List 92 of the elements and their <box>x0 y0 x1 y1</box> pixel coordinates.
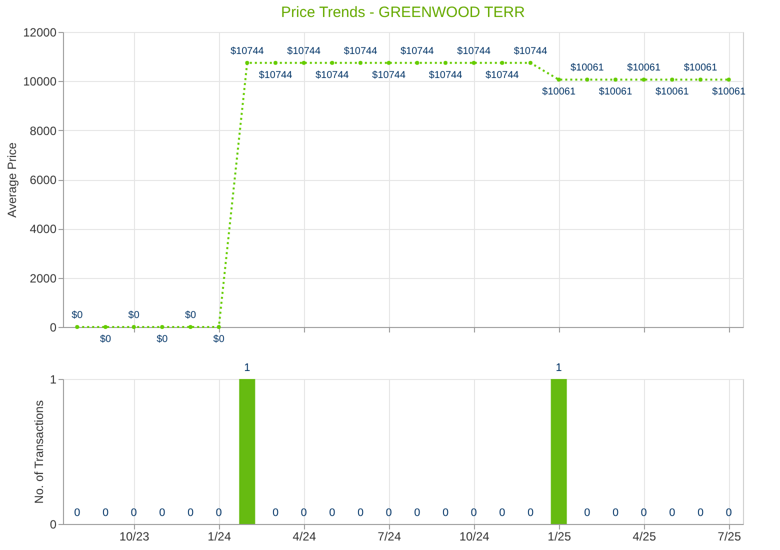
data-label: 0 <box>159 507 166 519</box>
data-label: $10744 <box>315 70 350 81</box>
point <box>670 78 674 82</box>
point <box>245 60 250 65</box>
y-tick-label: 0 <box>50 518 57 532</box>
data-label: 0 <box>74 507 80 519</box>
data-label: 0 <box>499 507 506 519</box>
data-label: 0 <box>442 507 449 519</box>
data-label: $10744 <box>400 46 434 57</box>
data-label: $10744 <box>428 70 463 81</box>
data-label: $10061 <box>655 86 690 98</box>
data-label: 0 <box>102 507 109 519</box>
x-tick-label: 7/25 <box>718 530 742 544</box>
data-label: $10744 <box>258 70 293 81</box>
x-tick-label: 1/24 <box>208 530 232 544</box>
x-tick-label: 10/24 <box>459 530 490 544</box>
y-axis-title: No. of Transactions <box>32 400 46 504</box>
data-label: $0 <box>128 310 140 321</box>
x-tick-label: 4/24 <box>292 530 316 544</box>
data-label: 1 <box>556 362 562 374</box>
point <box>274 60 278 65</box>
point <box>614 78 618 82</box>
y-tick-label: 10000 <box>23 74 57 89</box>
point <box>472 60 476 65</box>
data-label: 1 <box>244 362 250 374</box>
x-tick-label: 7/24 <box>378 530 402 544</box>
point <box>500 60 504 65</box>
point <box>698 78 702 82</box>
point <box>160 325 164 329</box>
chart-title: Price Trends - GREENWOOD TERR <box>281 4 526 21</box>
point <box>104 325 108 329</box>
x-tick-label: 1/25 <box>548 530 572 544</box>
data-label: 0 <box>527 507 534 519</box>
y-tick-label: 8000 <box>30 124 57 138</box>
y-tick-label: 12000 <box>23 26 57 40</box>
y-tick-label: 1 <box>50 372 57 386</box>
point <box>216 325 221 329</box>
y-tick-label: 0 <box>50 320 57 334</box>
data-label: 0 <box>130 507 137 519</box>
data-label: $10744 <box>485 70 520 81</box>
data-label: $0 <box>184 310 196 321</box>
data-label: 0 <box>669 507 676 519</box>
data-label: 0 <box>272 507 279 519</box>
y-tick-label: 4000 <box>30 222 57 236</box>
data-label: 0 <box>584 507 590 519</box>
data-label: 0 <box>329 507 336 519</box>
data-label: 0 <box>386 507 392 519</box>
point <box>415 60 420 65</box>
data-label: 0 <box>216 507 222 519</box>
x-tick-label: 10/23 <box>119 530 150 544</box>
point <box>444 60 448 65</box>
y-tick-label: 6000 <box>30 173 57 187</box>
data-label: $10744 <box>457 46 491 57</box>
data-label: $10744 <box>372 70 406 81</box>
point <box>642 78 646 82</box>
data-label: 0 <box>697 507 704 519</box>
point <box>302 60 306 65</box>
data-label: 0 <box>612 507 619 519</box>
data-label: $10744 <box>344 46 378 57</box>
data-label: $10744 <box>514 46 548 57</box>
point <box>585 78 590 82</box>
data-label: 0 <box>640 507 647 519</box>
x-tick-label: 4/25 <box>632 530 656 544</box>
data-label: $0 <box>213 334 225 345</box>
y-tick-label: 2000 <box>30 271 57 286</box>
data-label: $10061 <box>712 86 746 98</box>
point <box>528 60 532 65</box>
y-axis-title: Average Price <box>5 142 20 218</box>
data-label: $10744 <box>230 46 264 57</box>
data-label: 0 <box>470 507 477 519</box>
point <box>556 78 561 82</box>
point <box>358 60 362 65</box>
point <box>188 325 192 329</box>
point <box>132 325 136 329</box>
data-label: 0 <box>357 507 364 519</box>
point <box>726 78 731 82</box>
data-label: $10061 <box>570 62 604 74</box>
data-label: $10061 <box>684 62 718 74</box>
point <box>330 60 334 65</box>
point <box>75 325 80 329</box>
data-label: 0 <box>726 507 732 519</box>
data-label: $10744 <box>287 46 321 57</box>
data-label: $0 <box>156 334 168 345</box>
data-label: $10061 <box>542 86 576 98</box>
data-label: 0 <box>300 507 307 519</box>
data-label: $0 <box>72 310 84 321</box>
data-label: $10061 <box>627 62 661 74</box>
data-label: $0 <box>100 334 112 345</box>
point <box>386 60 391 65</box>
data-label: 0 <box>187 507 194 519</box>
data-label: 0 <box>414 507 420 519</box>
data-label: $10061 <box>598 86 633 98</box>
